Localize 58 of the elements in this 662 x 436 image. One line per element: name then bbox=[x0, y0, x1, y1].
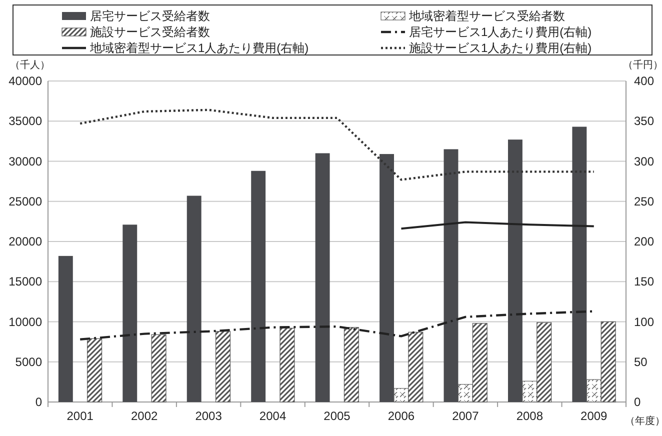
legend-label: 施設サービス受給者数 bbox=[90, 25, 210, 39]
ytick: 10000 bbox=[8, 314, 42, 329]
bar bbox=[508, 140, 522, 402]
bar bbox=[380, 154, 394, 402]
ytick: 35000 bbox=[8, 114, 42, 128]
ytick: 0 bbox=[35, 395, 42, 409]
bar bbox=[122, 224, 138, 402]
y2tick: 50 bbox=[634, 354, 648, 369]
bar bbox=[87, 338, 102, 402]
bar bbox=[394, 388, 409, 402]
xlabel: （年度） bbox=[625, 416, 662, 427]
ytick: 25000 bbox=[8, 194, 42, 208]
y2tick: 200 bbox=[634, 234, 654, 248]
ytick: 40000 bbox=[8, 74, 42, 88]
y2tick: 150 bbox=[634, 274, 654, 289]
xtick: 2004 bbox=[259, 409, 286, 423]
bar bbox=[280, 328, 295, 402]
y2tick: 0 bbox=[634, 395, 641, 409]
xtick: 2008 bbox=[516, 409, 544, 423]
y2label: （千円） bbox=[623, 60, 662, 71]
bar bbox=[315, 153, 330, 402]
xtick: 2007 bbox=[452, 409, 479, 423]
xtick: 2003 bbox=[195, 409, 222, 423]
y2tick: 400 bbox=[634, 74, 654, 88]
bar bbox=[600, 321, 616, 402]
bar bbox=[522, 380, 538, 402]
legend-label: 地域密着型サービス受給者数 bbox=[409, 9, 565, 23]
bar bbox=[186, 196, 202, 402]
legend-label: 居宅サービス受給者数 bbox=[90, 9, 210, 23]
xtick: 2009 bbox=[580, 409, 608, 423]
bar bbox=[444, 149, 458, 402]
bar bbox=[344, 327, 359, 402]
legend-label: 地域密着型サービス1人あたり費用(右軸) bbox=[90, 41, 309, 55]
xtick: 2005 bbox=[324, 409, 350, 423]
bar bbox=[586, 379, 602, 402]
bar bbox=[536, 322, 552, 402]
legend-label: 居宅サービス1人あたり費用(右軸) bbox=[409, 25, 592, 39]
y2tick: 300 bbox=[634, 154, 654, 168]
bar bbox=[408, 332, 424, 402]
legend-label: 施設サービス1人あたり費用(右軸) bbox=[409, 41, 592, 55]
bar bbox=[572, 126, 587, 402]
ytick: 30000 bbox=[8, 154, 42, 168]
y2tick: 350 bbox=[634, 114, 654, 128]
ytick: 15000 bbox=[8, 274, 42, 289]
bar bbox=[215, 331, 231, 402]
xtick: 2002 bbox=[130, 409, 158, 423]
y2tick: 100 bbox=[634, 314, 654, 329]
bar bbox=[458, 384, 473, 402]
bar bbox=[151, 334, 166, 402]
bar bbox=[58, 256, 73, 402]
xtick: 2006 bbox=[388, 409, 415, 423]
ytick: 20000 bbox=[8, 234, 42, 248]
bar bbox=[251, 170, 266, 402]
ytick: 5000 bbox=[15, 354, 42, 369]
bar bbox=[472, 323, 488, 402]
xtick: 2001 bbox=[66, 409, 94, 423]
y2tick: 250 bbox=[634, 194, 654, 208]
ylabel: （千人） bbox=[10, 60, 50, 71]
